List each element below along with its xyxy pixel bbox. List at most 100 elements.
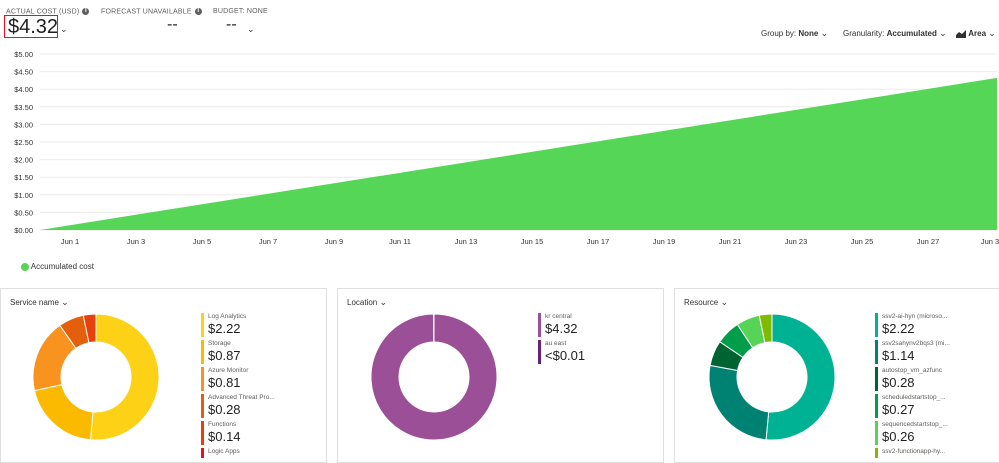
granularity-value: Accumulated — [887, 29, 937, 38]
x-tick-label: Jun 23 — [785, 237, 808, 246]
x-tick-label: Jun 15 — [521, 237, 544, 246]
panel-title-dropdown[interactable]: Service name ⌄ — [10, 297, 69, 308]
chevron-down-icon[interactable]: ⌄ — [60, 24, 68, 35]
y-tick-label: $0.00 — [14, 226, 33, 235]
service-name-legend: Log Analytics$2.22 Storage$0.87 Azure Moni… — [201, 313, 321, 458]
legend-swatch — [201, 394, 204, 418]
legend-swatch — [538, 340, 541, 364]
x-tick-label: Jun 5 — [193, 237, 211, 246]
y-tick-label: $1.00 — [14, 191, 33, 200]
budget-value: -- — [226, 16, 237, 34]
legend-swatch — [875, 448, 878, 458]
service-name-donut — [32, 313, 160, 441]
x-tick-label: Jun 1 — [61, 237, 79, 246]
chart-type-dropdown[interactable]: Area ⌄ — [956, 28, 996, 39]
legend-value: $4.32 — [545, 321, 578, 336]
info-icon[interactable]: i — [195, 8, 202, 15]
area-series-accumulated-cost[interactable] — [40, 78, 997, 230]
legend-swatch — [201, 313, 204, 337]
legend-value: <$0.01 — [545, 348, 585, 363]
x-tick-label: Jun 19 — [653, 237, 676, 246]
legend-value: $2.22 — [882, 321, 915, 336]
legend-value: $0.26 — [882, 429, 915, 444]
legend-label: Advanced Threat Pro... — [208, 394, 275, 401]
legend-label: au east — [545, 340, 566, 347]
legend-value: $0.28 — [208, 402, 241, 417]
donut-slice[interactable] — [91, 314, 159, 440]
legend-value: $0.87 — [208, 348, 241, 363]
legend-swatch — [875, 367, 878, 391]
legend-label: Azure Monitor — [208, 367, 248, 374]
y-tick-label: $1.50 — [14, 173, 33, 182]
x-tick-label: Jun 25 — [851, 237, 874, 246]
actual-cost-value: $4.32 — [8, 16, 58, 39]
chevron-down-icon: ⌄ — [821, 28, 829, 39]
resource-donut — [708, 313, 836, 441]
legend-swatch — [201, 367, 204, 391]
accumulated-cost-chart: $5.00$4.50$4.00$3.50$3.00$2.50$2.00$1.50… — [0, 44, 999, 254]
legend-label: kr central — [545, 313, 572, 320]
x-tick-label: Jun 27 — [917, 237, 940, 246]
granularity-label: Granularity: — [843, 29, 884, 38]
legend-label: Storage — [208, 340, 231, 347]
x-tick-label: Jun 17 — [587, 237, 610, 246]
x-tick-label: Jun 3 — [981, 237, 999, 246]
legend-label: ssv2sahynv2bqs3 (mi... — [882, 340, 950, 347]
resource-legend: ssv2-ai-hyn (microso...$2.22 ssv2sahynv2b… — [875, 313, 995, 458]
chevron-down-icon: ⌄ — [379, 297, 387, 308]
x-tick-label: Jun 11 — [389, 237, 411, 246]
legend-label: ssv2-functionapp-hy... — [882, 448, 945, 455]
chevron-down-icon: ⌄ — [939, 28, 947, 39]
service-name-panel: Service name ⌄ Log Analytics$2.22 Storage… — [0, 288, 327, 463]
legend-label: Log Analytics — [208, 313, 246, 320]
legend-value: $0.27 — [882, 402, 915, 417]
group-by-value: None — [798, 29, 818, 38]
x-tick-label: Jun 7 — [259, 237, 277, 246]
y-tick-label: $4.50 — [14, 68, 33, 77]
legend-label: ssv2-ai-hyn (microso... — [882, 313, 947, 320]
info-icon[interactable]: i — [82, 8, 89, 15]
donut-slice[interactable] — [709, 365, 769, 439]
legend-value: $0.81 — [208, 375, 241, 390]
legend-value: $1.14 — [882, 348, 915, 363]
group-by-label: Group by: — [761, 29, 796, 38]
y-tick-label: $0.50 — [14, 208, 33, 217]
chevron-down-icon[interactable]: ⌄ — [247, 24, 255, 35]
panel-title: Service name — [10, 298, 59, 307]
legend-swatch — [875, 313, 878, 337]
x-tick-label: Jun 9 — [325, 237, 343, 246]
legend-swatch — [538, 313, 541, 337]
legend-swatch — [21, 263, 29, 271]
legend-label: Functions — [208, 421, 236, 428]
donut-slice[interactable] — [34, 385, 92, 440]
legend-value: $2.22 — [208, 321, 241, 336]
group-by-dropdown[interactable]: Group by: None ⌄ — [761, 28, 828, 39]
y-tick-label: $2.00 — [14, 156, 33, 165]
x-tick-label: Jun 21 — [719, 237, 742, 246]
donut-slice[interactable] — [766, 314, 835, 440]
x-tick-label: Jun 13 — [455, 237, 478, 246]
location-legend: kr central$4.32 au east<$0.01 — [538, 313, 658, 458]
chevron-down-icon: ⌄ — [61, 297, 69, 308]
y-tick-label: $3.00 — [14, 120, 33, 129]
forecast-label: FORECAST UNAVAILABLEi — [101, 8, 202, 15]
panel-title-dropdown[interactable]: Resource ⌄ — [684, 297, 728, 308]
legend-swatch — [875, 394, 878, 418]
y-tick-label: $2.50 — [14, 138, 33, 147]
legend-swatch — [201, 448, 204, 458]
legend-label: Accumulated cost — [31, 262, 94, 271]
legend-swatch — [201, 421, 204, 445]
chart-legend[interactable]: Accumulated cost — [21, 262, 94, 271]
legend-swatch — [875, 340, 878, 364]
legend-swatch — [875, 421, 878, 445]
chevron-down-icon: ⌄ — [988, 28, 996, 39]
granularity-dropdown[interactable]: Granularity: Accumulated ⌄ — [843, 28, 947, 39]
y-tick-label: $3.50 — [14, 103, 33, 112]
location-panel: Location ⌄ kr central$4.32 au east<$0.01 — [337, 288, 664, 463]
legend-value: $0.14 — [208, 429, 241, 444]
chevron-down-icon: ⌄ — [720, 297, 728, 308]
forecast-value: -- — [167, 16, 178, 34]
panel-title-dropdown[interactable]: Location ⌄ — [347, 297, 387, 308]
legend-label: Logic Apps — [208, 448, 240, 455]
